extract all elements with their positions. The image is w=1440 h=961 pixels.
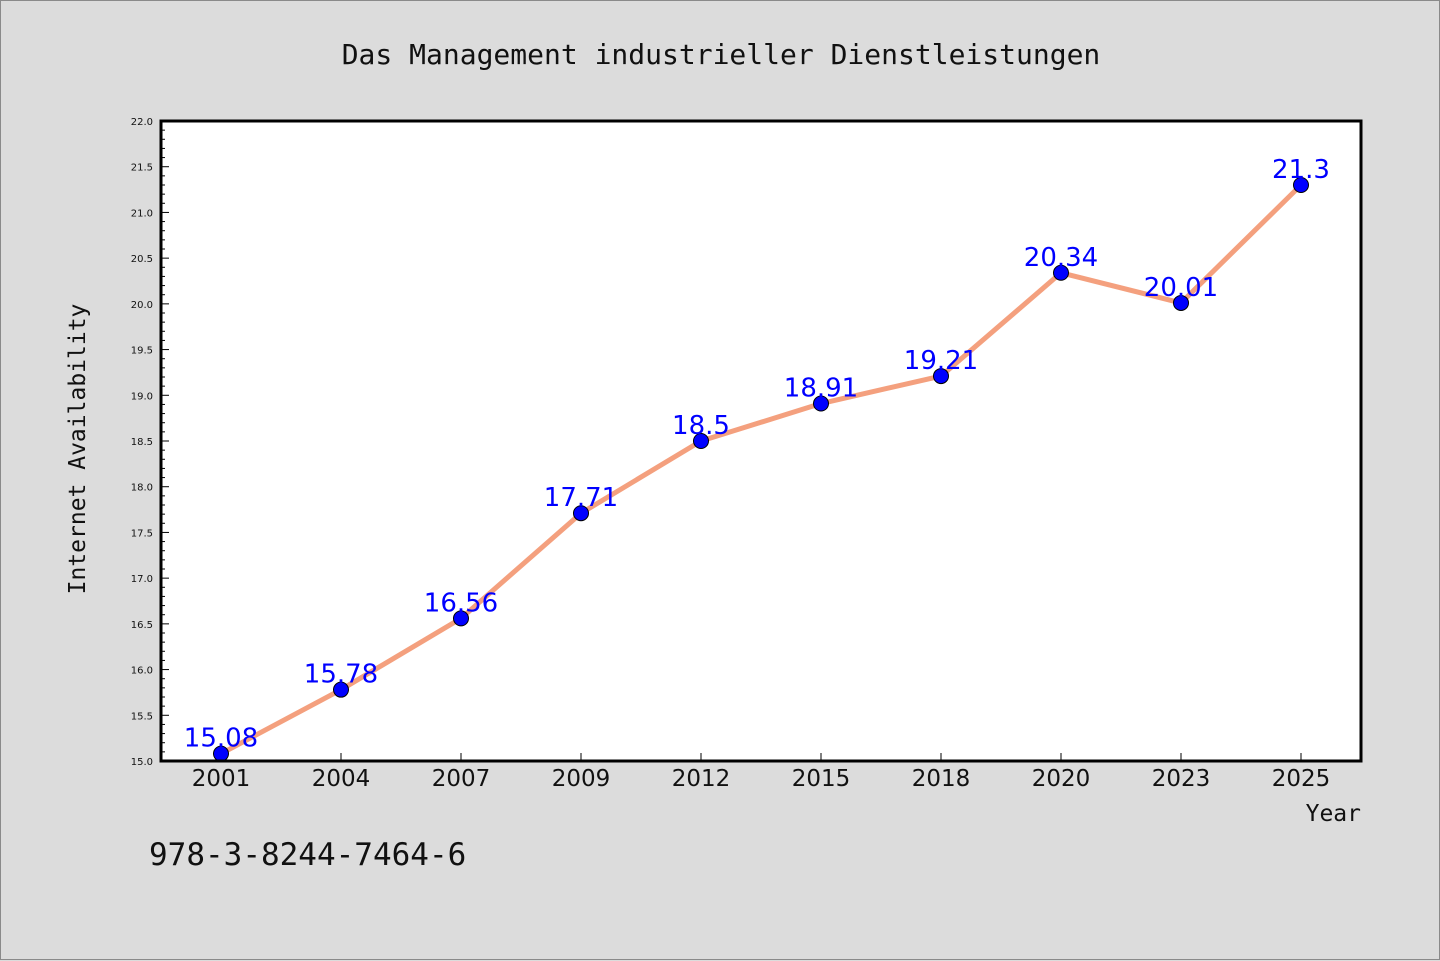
data-point: [1293, 177, 1309, 193]
x-tick-label: 2004: [312, 766, 371, 792]
data-label: 16.56: [424, 588, 498, 618]
y-tick-label: 21.5: [131, 163, 153, 174]
data-point: [573, 505, 589, 522]
x-tick-label: 2007: [432, 766, 491, 792]
data-point: [813, 395, 829, 412]
isbn-footnote: 978-3-8244-7464-6: [149, 837, 466, 873]
data-label: 21.3: [1272, 155, 1330, 185]
series-line: [218, 182, 1304, 757]
y-tick-label: 15.0: [131, 757, 153, 768]
data-point: [933, 368, 949, 385]
plot-area: [161, 121, 1361, 761]
y-tick-label: 16.0: [131, 666, 153, 677]
y-axis: 15.0 15.5 16.0 16.5 17.0 17.5 18.0 18.5 19.0 19.5…: [131, 117, 169, 768]
data-point: [1173, 294, 1189, 311]
y-tick-label: 20.0: [131, 300, 153, 311]
y-tick-label: 17.5: [131, 528, 153, 539]
x-tick-label: 2020: [1032, 766, 1091, 792]
data-label: 15.08: [184, 724, 258, 754]
data-label: 19.21: [904, 346, 978, 376]
y-tick-label: 22.0: [131, 117, 153, 128]
x-tick-label: 2001: [192, 766, 251, 792]
y-tick-label: 18.5: [131, 437, 153, 448]
data-label: 18.5: [672, 411, 730, 441]
data-point: [333, 681, 349, 698]
data-label: 15.78: [304, 660, 378, 690]
x-axis-label: Year: [1306, 801, 1361, 827]
data-label: 17.71: [544, 483, 618, 513]
x-tick-label: 2009: [552, 766, 611, 792]
y-tick-label: 16.5: [131, 620, 153, 631]
data-point: [453, 610, 469, 627]
x-axis: 2001 2004 2007 2009 2012 2015 2018 2020 2023 2025: [192, 753, 1331, 792]
x-tick-label: 2012: [672, 766, 731, 792]
data-point: [693, 433, 709, 449]
y-tick-label: 19.0: [131, 391, 153, 402]
data-labels: 15.08 15.78 16.56 17.71 18.5 18.91 19.21 20.34 2…: [184, 155, 1330, 754]
chart-title: Das Management industrieller Dienstleist…: [342, 38, 1101, 71]
plot-border: [159, 119, 1363, 763]
data-point: [1053, 264, 1069, 281]
x-tick-label: 2018: [912, 766, 971, 792]
y-tick-label: 21.0: [131, 208, 153, 219]
x-tick-label: 2023: [1152, 766, 1211, 792]
data-label: 20.01: [1144, 273, 1218, 303]
x-tick-label: 2015: [792, 766, 851, 792]
data-label: 20.34: [1024, 243, 1098, 273]
data-label: 18.91: [784, 374, 858, 404]
y-axis-label: Internet Availability: [65, 304, 91, 595]
series-markers: [213, 177, 1309, 762]
x-tick-label: 2025: [1272, 766, 1331, 792]
y-tick-label: 15.5: [131, 711, 153, 722]
y-tick-label: 17.0: [131, 574, 153, 585]
y-tick-label: 19.5: [131, 346, 153, 357]
y-tick-label: 18.0: [131, 483, 153, 494]
y-tick-label: 20.5: [131, 254, 153, 265]
